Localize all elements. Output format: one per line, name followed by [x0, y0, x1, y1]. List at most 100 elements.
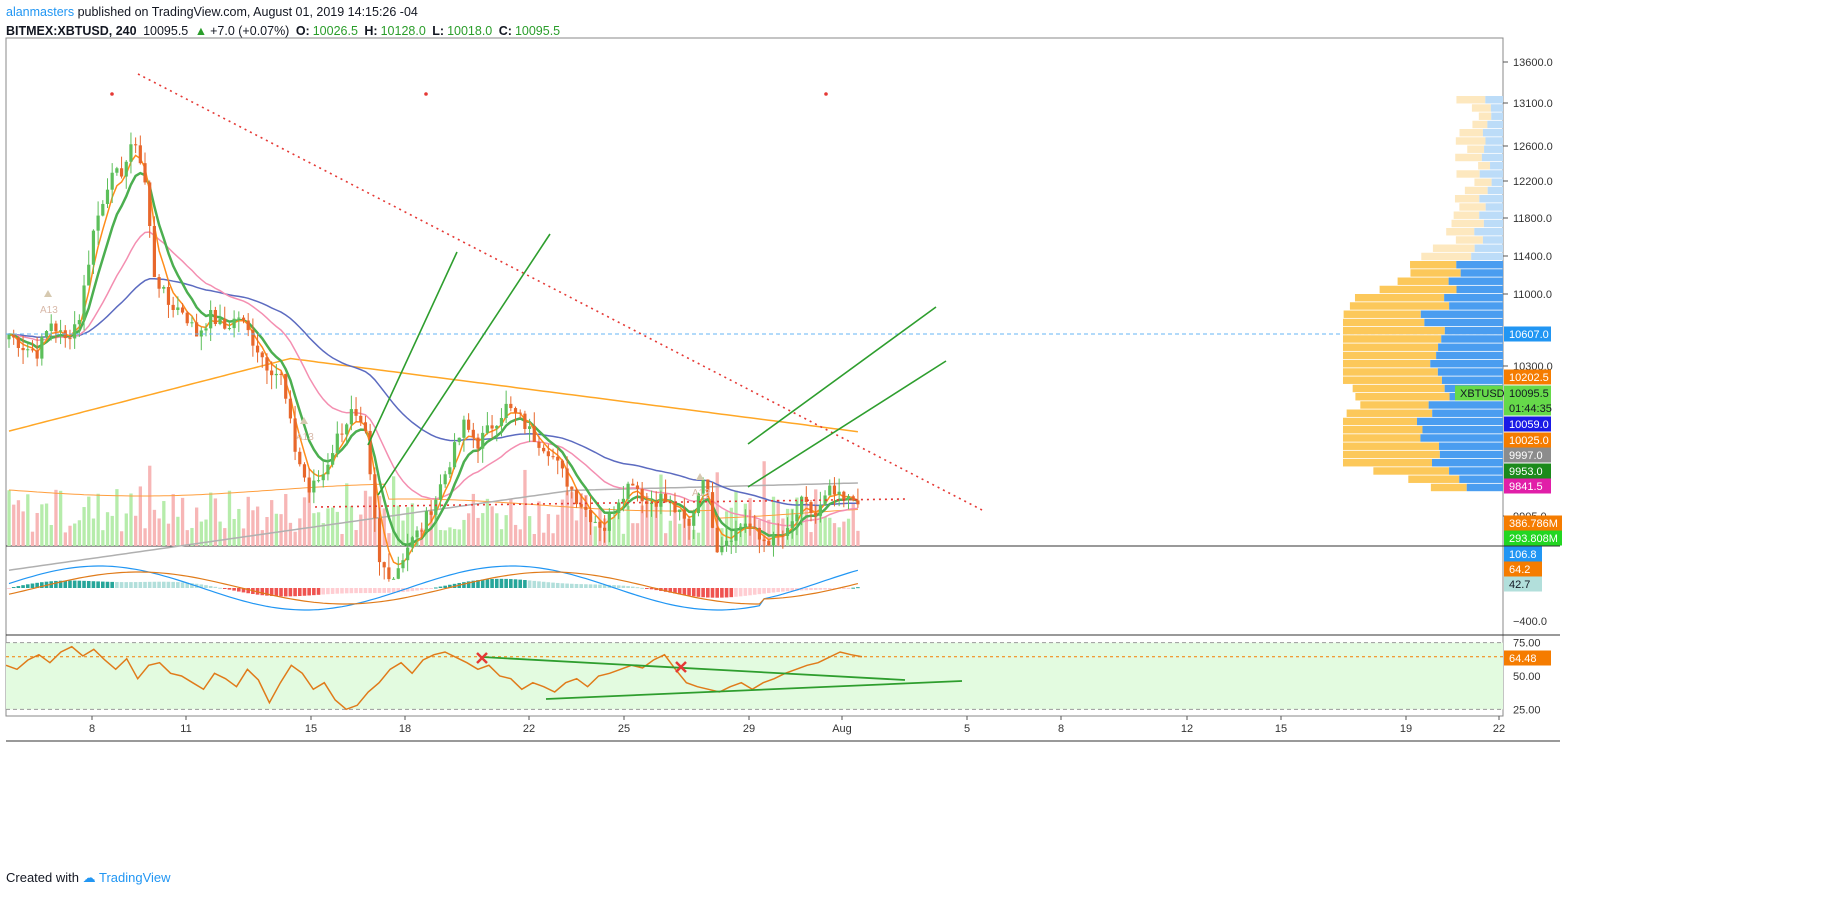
- price-tag[interactable]: 64.2: [1504, 561, 1542, 577]
- price-tag[interactable]: 9997.0: [1504, 447, 1551, 463]
- candle-body: [818, 504, 822, 516]
- candle-body: [570, 486, 574, 490]
- price-tag-bg: [1504, 478, 1551, 494]
- volume-profile-bar: [1349, 302, 1450, 310]
- candle-body: [621, 498, 625, 503]
- candle-body: [673, 502, 677, 513]
- macd-histogram-bar: [11, 587, 16, 589]
- macd-histogram-bar: [297, 588, 302, 597]
- price-tag[interactable]: 10607.0: [1504, 326, 1551, 342]
- volume-profile-bar: [1410, 261, 1457, 269]
- volume-profile-bar: [1343, 327, 1445, 335]
- candle-body: [209, 310, 213, 329]
- candle-body: [195, 322, 199, 337]
- created-with-label: Created with: [6, 870, 79, 885]
- volume-bar: [837, 527, 841, 546]
- candle-body: [293, 418, 297, 452]
- candle-body: [692, 513, 696, 526]
- candle-body: [443, 474, 447, 485]
- candle-body: [715, 527, 719, 553]
- price-tag[interactable]: 64.48: [1504, 650, 1551, 666]
- chart-header: alanmasters published on TradingView.com…: [6, 4, 563, 39]
- macd-histogram-bar: [560, 583, 565, 588]
- candle-body: [781, 535, 785, 537]
- price-axis[interactable]: 13600.0 13100.0 12600.0 12200.0 11800.0 11400…: [1455, 57, 1562, 716]
- price-tag[interactable]: 01:44:35: [1504, 400, 1552, 416]
- macd-histogram-bar: [776, 588, 780, 593]
- volume-bar: [438, 529, 443, 546]
- volume-profile-bar: [1455, 236, 1483, 244]
- macd-histogram-bar: [54, 580, 58, 588]
- volume-profile-bar: [1490, 162, 1503, 170]
- volume-profile-bar: [1482, 129, 1503, 137]
- candle-body: [176, 307, 180, 310]
- volume-profile-bar: [1428, 401, 1503, 409]
- macd-histogram-bar: [729, 588, 734, 598]
- price-tag-bg: [1504, 576, 1542, 592]
- volume-bar: [298, 518, 302, 546]
- volume-bar: [818, 512, 823, 546]
- volume-profile-bar: [1472, 120, 1488, 129]
- candle-body: [82, 285, 86, 321]
- price-tag[interactable]: 42.7: [1504, 576, 1542, 592]
- candle-body: [401, 560, 405, 569]
- time-tick-label: 15: [305, 723, 317, 735]
- candle-body: [406, 547, 410, 561]
- price-tag[interactable]: 293.808M: [1504, 530, 1562, 546]
- volume-bar: [523, 469, 527, 546]
- candle-body: [368, 430, 372, 475]
- price-tag-bg: [1504, 447, 1551, 463]
- volume-bar: [476, 517, 480, 546]
- price-tag[interactable]: XBTUSD: [1455, 385, 1505, 401]
- volume-bar: [96, 493, 100, 546]
- price-tag[interactable]: 106.8: [1504, 546, 1542, 562]
- price-tag[interactable]: 10025.0: [1504, 432, 1551, 448]
- candle-body: [16, 337, 20, 348]
- candle-body: [635, 485, 640, 489]
- price-tag-label: 01:44:35: [1509, 403, 1552, 415]
- time-axis[interactable]: 8 11 15 18 22 25 29 Aug 5 8 12 15 19 22: [6, 716, 1560, 742]
- candle-body: [556, 456, 560, 461]
- rsi-axis-label: 75.00: [1513, 638, 1541, 650]
- macd-histogram-bar: [541, 581, 546, 588]
- volume-bar: [87, 496, 91, 546]
- candle-body: [218, 318, 222, 325]
- candle-body: [499, 417, 504, 426]
- price-pane[interactable]: A13 A13 A13: [6, 73, 1503, 582]
- volume-bar: [119, 531, 124, 546]
- volume-profile-bar: [1467, 145, 1485, 153]
- macd-histogram-bar: [424, 588, 429, 590]
- price-tag[interactable]: 386.786M: [1504, 515, 1562, 531]
- candle-body: [312, 480, 316, 493]
- macd-histogram-bar: [86, 581, 91, 588]
- candle-body: [180, 307, 185, 313]
- author-link[interactable]: alanmasters: [6, 5, 75, 19]
- tradingview-brand-link[interactable]: TradingView: [99, 870, 171, 885]
- price-tag[interactable]: 10059.0: [1504, 416, 1551, 432]
- candle-body: [640, 488, 644, 502]
- macd-pane[interactable]: [7, 565, 860, 611]
- macd-histogram-bar: [480, 579, 485, 588]
- tradingview-logo-icon[interactable]: ☁: [82, 870, 96, 885]
- volume-bar: [129, 493, 133, 546]
- volume-bar: [162, 501, 166, 546]
- candle-body: [190, 322, 194, 324]
- macd-histogram-bar: [387, 588, 391, 593]
- volume-bar: [82, 507, 86, 546]
- candle-body: [462, 419, 466, 438]
- symbol-label[interactable]: BITMEX:XBTUSD, 240: [6, 24, 137, 38]
- price-tag[interactable]: 9953.0: [1504, 463, 1551, 479]
- price-tag[interactable]: 10202.5: [1504, 369, 1551, 385]
- price-tag[interactable]: 9841.5: [1504, 478, 1551, 494]
- macd-histogram-bar: [82, 580, 86, 588]
- rsi-pane[interactable]: [5, 642, 1503, 711]
- macd-histogram-bar: [274, 588, 279, 597]
- macd-histogram-bar: [279, 588, 283, 597]
- price-tag[interactable]: 10095.5: [1504, 385, 1551, 401]
- candle-body: [87, 264, 91, 286]
- macd-histogram-bar: [621, 585, 626, 588]
- macd-histogram-bar: [490, 578, 494, 588]
- price-tag-bg: [1504, 530, 1562, 546]
- macd-histogram-bar: [208, 585, 213, 588]
